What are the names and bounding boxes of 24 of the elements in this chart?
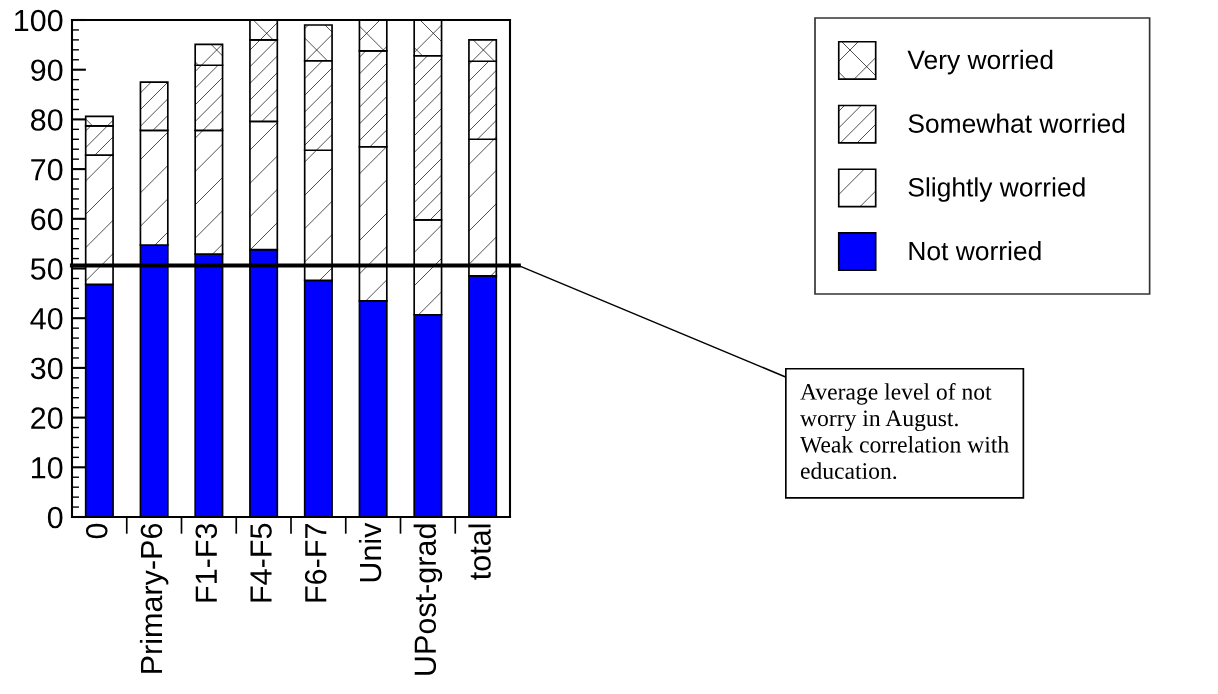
x-tick-label: F1-F3	[195, 523, 218, 602]
x-tick-label: Primary-P6	[139, 523, 169, 673]
y-tick-label: 50	[30, 258, 63, 280]
x-tick-label: UPost-grad	[413, 524, 443, 675]
legend-label: Very worried	[907, 49, 1053, 75]
x-tick-label: Univ	[358, 522, 382, 582]
y-tick-label: 30	[30, 357, 63, 380]
x-tick-label: F6-F7	[304, 524, 327, 602]
x-tick-label: total	[468, 524, 491, 580]
ref-line-label: Average level of not worry in August. Weak correlation with education.	[800, 383, 1009, 480]
y-tick-label: 90	[31, 59, 63, 82]
y-tick-label: 80	[31, 109, 63, 131]
y-tick-label: 60	[31, 208, 63, 231]
legend-label: Somewhat worried	[908, 113, 1125, 133]
x-tick-label: 0	[85, 523, 108, 539]
y-tick-label: 0	[47, 506, 63, 529]
y-tick-label: 70	[31, 158, 63, 181]
legend-label: Not worried	[909, 240, 1041, 261]
y-tick-label: 40	[30, 307, 63, 330]
y-tick-label: 10	[32, 457, 63, 479]
x-tick-label: F4-F5	[250, 523, 272, 602]
y-tick-label: 100	[15, 9, 63, 32]
legend-label: Slightly worried	[908, 177, 1085, 202]
y-tick-label: 20	[31, 407, 63, 429]
